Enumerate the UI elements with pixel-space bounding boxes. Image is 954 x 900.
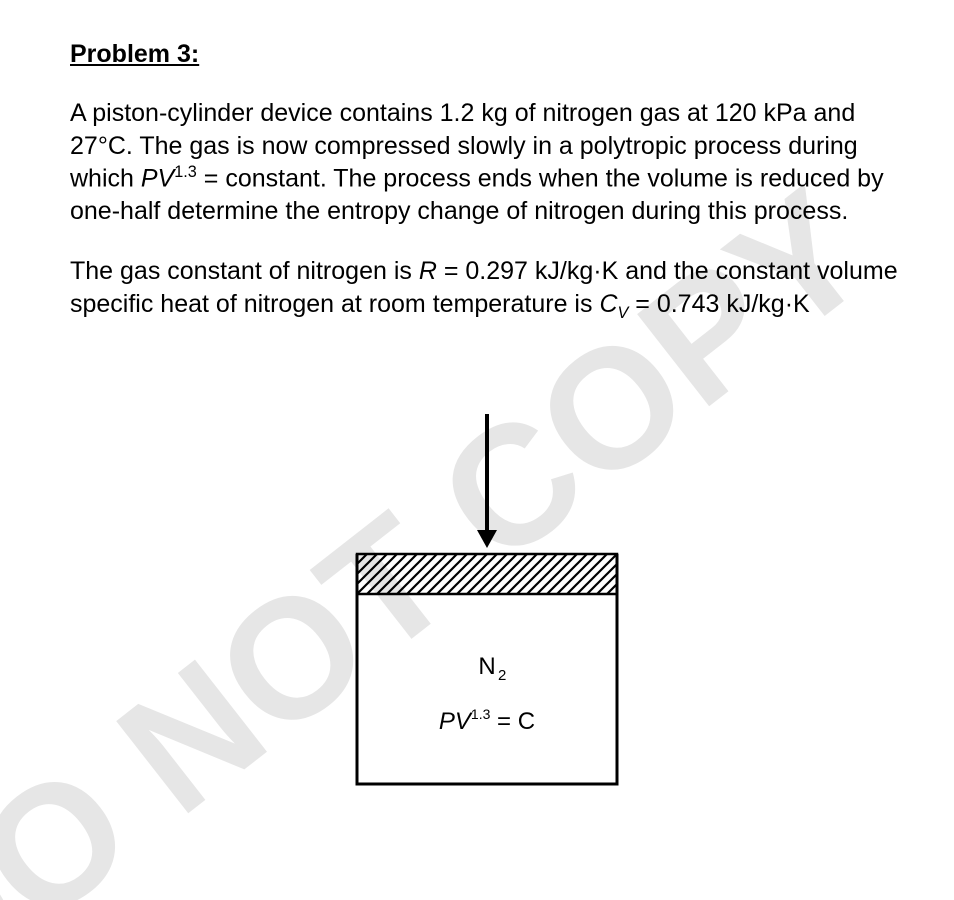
- svg-text:PV1.3 = C: PV1.3 = C: [439, 706, 535, 735]
- svg-text:2: 2: [498, 667, 506, 684]
- problem-paragraph-1: A piston-cylinder device contains 1.2 kg…: [70, 97, 904, 227]
- text-K-1: K: [602, 257, 619, 285]
- text-c: C: [108, 132, 126, 160]
- problem-heading: Problem 3:: [70, 40, 904, 69]
- text-line-2a-prefix: The gas constant of nitrogen is: [70, 257, 419, 285]
- problem-paragraph-2: The gas constant of nitrogen is R = 0.29…: [70, 255, 904, 324]
- text-eq-const: = constant: [197, 164, 320, 192]
- text-line-1c-after: . The process ends when the volume is re…: [320, 164, 884, 192]
- svg-text:N: N: [478, 653, 495, 680]
- text-degree: °: [98, 132, 108, 160]
- text-R-eq: = 0.297 kJ/kg: [437, 257, 593, 285]
- text-Cv-sub: V: [618, 304, 629, 322]
- text-K-2: K: [793, 290, 810, 318]
- text-dot-2: ·: [785, 290, 793, 318]
- text-line-1b-after: . The gas is now compressed slowly in a …: [126, 132, 858, 160]
- text-line-2a-after: and the constant volume: [618, 257, 897, 285]
- piston-cylinder-figure: N2 PV1.3 = C: [317, 394, 657, 804]
- problem-content: Problem 3: A piston-cylinder device cont…: [70, 40, 904, 804]
- text-line-1c-prefix: which: [70, 164, 141, 192]
- text-Cv: C: [599, 290, 617, 318]
- text-dot-1: ·: [593, 257, 601, 285]
- text-Cv-eq: = 0.743 kJ/kg: [628, 290, 784, 318]
- text-line-1b-prefix: 27: [70, 132, 98, 160]
- text-pv: PV: [141, 164, 174, 192]
- text-R: R: [419, 257, 437, 285]
- text-line-2b-prefix: specific heat of nitrogen at room temper…: [70, 290, 599, 318]
- text-line-1d: one-half determine the entropy change of…: [70, 197, 848, 225]
- text-exp: 1.3: [174, 163, 197, 181]
- figure-container: N2 PV1.3 = C: [70, 394, 904, 804]
- text-line-1a: A piston-cylinder device contains 1.2 kg…: [70, 99, 855, 127]
